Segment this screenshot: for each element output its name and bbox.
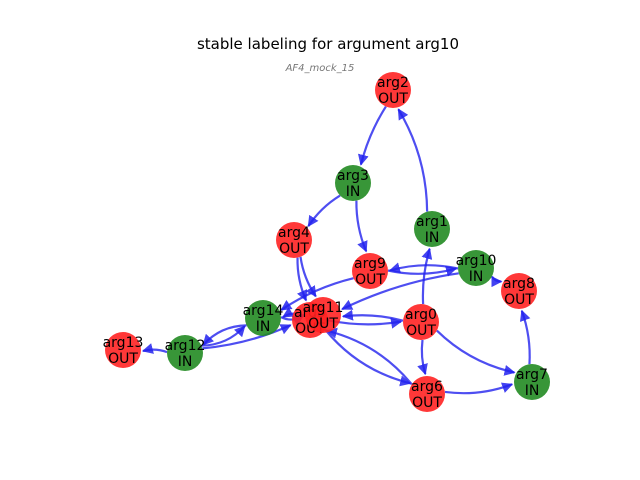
node-arg11-name: arg11 bbox=[303, 300, 344, 316]
node-arg3-name: arg3 bbox=[337, 168, 369, 184]
node-arg7-label: IN bbox=[525, 383, 540, 399]
node-arg3-circle bbox=[335, 165, 371, 201]
edge-arg10-to-arg11 bbox=[341, 272, 459, 311]
edge-arg2-to-arg3 bbox=[357, 105, 387, 166]
node-arg12-circle bbox=[167, 335, 203, 371]
edge-arg12-to-arg13 bbox=[141, 343, 168, 354]
node-arg2-label: OUT bbox=[378, 91, 408, 107]
edge-arg0-to-arg6 bbox=[417, 339, 428, 376]
node-arg7-circle bbox=[514, 364, 550, 400]
edge-arg0-to-arg1 bbox=[421, 247, 433, 305]
node-arg9-circle bbox=[352, 253, 388, 289]
node-arg13-circle bbox=[105, 332, 141, 368]
edge-arg12-to-arg5 bbox=[202, 324, 292, 350]
edge-arg10-to-arg8 bbox=[490, 275, 503, 288]
edge-arg14-to-arg12 bbox=[202, 324, 247, 346]
edge-arg4-to-arg11 bbox=[299, 256, 317, 298]
edge-arg6-to-arg5 bbox=[325, 327, 413, 386]
edge-arg3-to-arg4 bbox=[307, 194, 341, 228]
node-arg1-name: arg1 bbox=[416, 214, 448, 230]
node-arg13-label: OUT bbox=[108, 351, 138, 367]
node-arg2-circle bbox=[375, 72, 411, 108]
node-arg9-label: OUT bbox=[355, 272, 385, 288]
node-arg12-name: arg12 bbox=[165, 338, 206, 354]
diagram-title: stable labeling for argument arg10 bbox=[197, 35, 459, 53]
node-arg14-label: IN bbox=[256, 319, 271, 335]
node-arg14-circle bbox=[245, 300, 281, 336]
node-arg10-circle bbox=[458, 250, 494, 286]
edge-arg0-to-arg11 bbox=[341, 309, 404, 322]
node-arg7-name: arg7 bbox=[516, 367, 548, 383]
node-arg0-name: arg0 bbox=[405, 307, 437, 323]
diagram-subtitle: AF4_mock_15 bbox=[285, 63, 355, 74]
edge-arg5-to-arg6 bbox=[324, 328, 412, 387]
node-arg0-circle bbox=[403, 304, 439, 340]
edge-arg10-to-arg9 bbox=[388, 262, 459, 274]
node-arg6-circle bbox=[409, 376, 445, 412]
node-arg13-name: arg13 bbox=[103, 335, 144, 351]
edge-arg9-to-arg14 bbox=[280, 277, 354, 311]
node-arg4-label: OUT bbox=[279, 241, 309, 257]
node-arg10-label: IN bbox=[469, 269, 484, 285]
node-arg6-label: OUT bbox=[412, 395, 442, 411]
node-arg1-circle bbox=[414, 211, 450, 247]
node-arg4-name: arg4 bbox=[278, 225, 310, 241]
edge-arg6-to-arg7 bbox=[444, 382, 514, 395]
node-arg12-label: IN bbox=[178, 354, 193, 370]
node-arg4-circle bbox=[276, 222, 312, 258]
node-arg14-name: arg14 bbox=[243, 303, 284, 319]
node-layer: arg2OUTarg3INarg1INarg4OUTarg9OUTarg10IN… bbox=[103, 72, 550, 412]
node-arg6-name: arg6 bbox=[411, 379, 443, 395]
node-arg3-label: IN bbox=[346, 184, 361, 200]
node-arg11-label: OUT bbox=[308, 316, 338, 332]
edge-layer bbox=[141, 105, 531, 395]
node-arg8-label: OUT bbox=[504, 292, 534, 308]
node-arg2-name: arg2 bbox=[377, 75, 409, 91]
edge-arg3-to-arg9 bbox=[355, 200, 368, 253]
edge-arg0-to-arg7 bbox=[436, 329, 516, 376]
edge-arg1-to-arg2 bbox=[397, 108, 429, 212]
node-arg1-label: IN bbox=[425, 230, 440, 246]
node-arg8-circle bbox=[501, 273, 537, 309]
node-arg9-name: arg9 bbox=[354, 256, 386, 272]
node-arg8-name: arg8 bbox=[503, 276, 535, 292]
node-arg10-name: arg10 bbox=[456, 253, 497, 269]
node-arg11-circle bbox=[305, 297, 341, 333]
node-arg0-label: OUT bbox=[406, 323, 436, 339]
edge-arg7-to-arg8 bbox=[519, 309, 531, 365]
